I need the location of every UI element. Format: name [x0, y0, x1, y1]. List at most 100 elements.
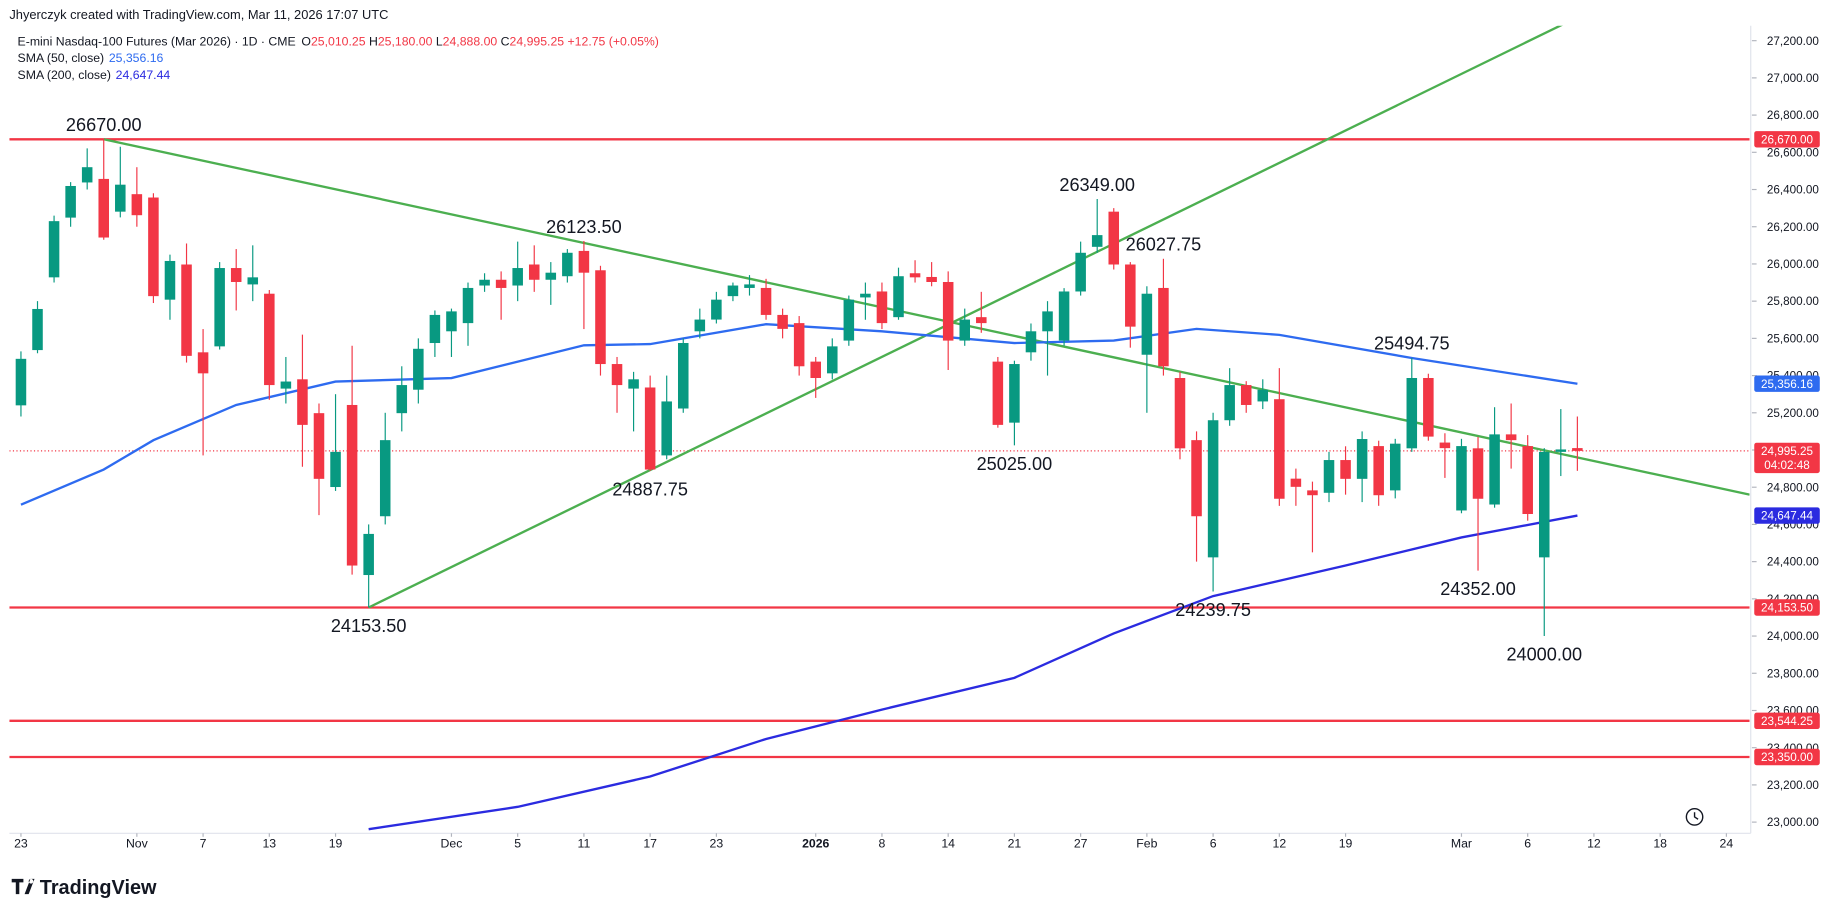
- candle-body: [959, 319, 971, 341]
- candle-body: [1489, 434, 1500, 505]
- candle-body: [462, 287, 474, 324]
- x-tick-label: Dec: [441, 836, 463, 850]
- y-tick-label: 26,400.00: [1767, 184, 1819, 197]
- c-key: C: [501, 35, 510, 49]
- candle-body: [1505, 434, 1517, 441]
- candle-body: [247, 277, 259, 285]
- sma-label-box: [1754, 507, 1820, 524]
- candle-body: [1423, 377, 1434, 437]
- candle-body: [379, 440, 391, 517]
- annotation: 25494.75: [1374, 334, 1450, 354]
- candle-body: [1257, 389, 1269, 402]
- candle-body: [562, 252, 573, 277]
- annotation: 25025.00: [977, 454, 1053, 474]
- candle-body: [528, 264, 540, 280]
- candle-body: [1191, 440, 1202, 517]
- y-tick-label: 24,000.00: [1767, 630, 1819, 643]
- x-tick-label: 8: [879, 836, 886, 850]
- series-legend: SMA (200, close) 24,647.44: [18, 68, 171, 82]
- candle-body: [197, 352, 209, 374]
- high-label: 25,180.00: [378, 35, 433, 49]
- candle-body: [48, 221, 60, 278]
- candle-body: [810, 361, 821, 378]
- candle-body: [727, 285, 739, 297]
- series-value: 25,356.16: [109, 51, 164, 65]
- candle-body: [1042, 311, 1053, 332]
- candle-body: [1091, 235, 1103, 247]
- sma-label-box: [1754, 375, 1820, 392]
- y-tick-label: 27,000.00: [1767, 72, 1819, 85]
- level-label-box: [1754, 748, 1820, 766]
- x-tick-label: 23: [710, 836, 724, 850]
- candle-body: [1009, 364, 1020, 423]
- current-price-label: 24,995.25: [1761, 445, 1813, 458]
- x-tick-label: 19: [329, 836, 343, 850]
- candle-body: [793, 323, 805, 367]
- y-tick-label: 23,200.00: [1767, 779, 1819, 792]
- level-label: 26,670.00: [1761, 133, 1813, 146]
- candle-body: [1058, 291, 1070, 341]
- x-tick-label: Feb: [1136, 836, 1157, 850]
- candle-body: [909, 273, 921, 278]
- candle-body: [1108, 211, 1120, 265]
- y-tick-label: 24,800.00: [1767, 481, 1819, 494]
- legend-header: E-mini Nasdaq-100 Futures (Mar 2026) · 1…: [18, 35, 659, 49]
- change-label: +12.75 (+0.05%): [568, 35, 659, 49]
- y-tick-label: 26,200.00: [1767, 221, 1819, 234]
- candle-body: [164, 260, 176, 300]
- candle-body: [181, 264, 192, 356]
- annotation: 26349.00: [1059, 175, 1135, 195]
- candle-body: [595, 270, 606, 365]
- candle-body: [1340, 460, 1351, 479]
- open-label: 25,010.25: [311, 35, 366, 49]
- sma-label: 24,647.44: [1761, 510, 1813, 523]
- y-tick-label: 25,800.00: [1767, 295, 1819, 308]
- candle-body: [1472, 448, 1484, 499]
- candle-body: [611, 364, 623, 386]
- candle-body: [1555, 449, 1567, 452]
- candle-body: [1075, 252, 1086, 292]
- x-tick-label: 12: [1273, 836, 1287, 850]
- candle-body: [264, 293, 275, 386]
- y-tick-label: 26,800.00: [1767, 109, 1819, 122]
- candle-body: [711, 299, 722, 320]
- candle-body: [429, 314, 441, 344]
- low-label: 24,888.00: [443, 35, 498, 49]
- x-tick-label: 6: [1210, 836, 1217, 850]
- x-tick-label: Mar: [1451, 836, 1472, 850]
- x-tick-label: 19: [1339, 836, 1353, 850]
- y-tick-label: 26,600.00: [1767, 146, 1819, 159]
- level-label-box: [1754, 712, 1820, 730]
- candle-body: [495, 279, 507, 288]
- candle-body: [413, 348, 424, 390]
- y-tick-label: 25,200.00: [1767, 407, 1819, 420]
- candle-body: [297, 379, 308, 425]
- x-tick-label: Nov: [126, 836, 149, 850]
- x-tick-label: 23: [14, 836, 28, 850]
- candle-body: [131, 194, 143, 216]
- candle-body: [1125, 264, 1136, 327]
- y-tick-label: 25,600.00: [1767, 332, 1819, 345]
- candle-body: [1538, 451, 1550, 558]
- candle-body: [1274, 399, 1285, 499]
- candle-body: [860, 293, 871, 298]
- candle-body: [1356, 439, 1368, 479]
- trendline: [103, 138, 1750, 496]
- x-tick-label: 7: [200, 836, 207, 850]
- level-label-box: [1754, 131, 1820, 148]
- candle-body: [98, 178, 110, 238]
- o-key: O: [301, 35, 311, 49]
- candle-body: [661, 401, 672, 456]
- annotation: 24352.00: [1440, 579, 1516, 599]
- candle-body: [976, 317, 987, 324]
- series-value: 24,647.44: [116, 68, 171, 82]
- x-tick-label: 27: [1074, 836, 1088, 850]
- candle-body: [363, 533, 374, 576]
- x-tick-label: 17: [643, 836, 657, 850]
- candle-body: [876, 291, 888, 324]
- sma-label: 25,356.16: [1761, 378, 1813, 391]
- candle-body: [1572, 448, 1583, 451]
- y-tick-label: 24,400.00: [1767, 556, 1819, 569]
